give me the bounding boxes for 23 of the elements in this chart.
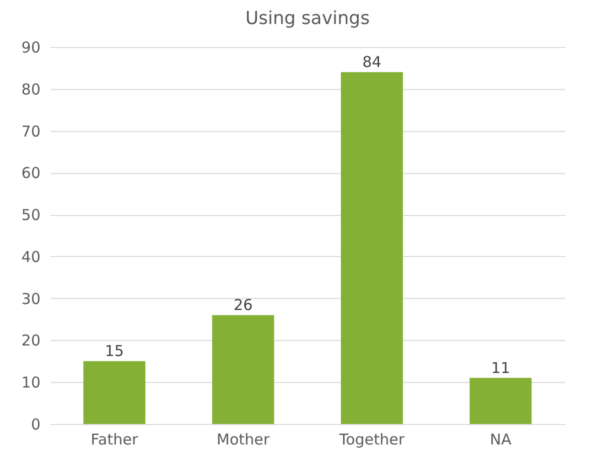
x-tick-label: Mother — [216, 430, 270, 448]
bar — [470, 378, 532, 424]
data-label: 84 — [362, 53, 382, 72]
data-label: 11 — [491, 358, 510, 377]
x-tick-label: Father — [90, 430, 139, 448]
bar — [212, 315, 274, 424]
y-tick-label: 20 — [21, 332, 40, 350]
y-tick-label: 60 — [21, 164, 40, 182]
bar — [83, 361, 146, 424]
data-label: 15 — [104, 342, 124, 360]
y-tick-label: 0 — [30, 416, 40, 434]
y-tick-label: 30 — [21, 290, 40, 308]
x-tick-label: Together — [338, 430, 406, 448]
data-label: 26 — [234, 296, 253, 314]
y-tick-label: 40 — [21, 248, 40, 266]
x-tick-label: NA — [490, 430, 512, 448]
y-tick-label: 70 — [21, 122, 40, 140]
y-tick-label: 10 — [21, 374, 40, 392]
chart-title: Using savings — [245, 8, 370, 29]
y-tick-label: 50 — [21, 206, 40, 224]
y-tick-label: 80 — [21, 80, 40, 98]
bar — [340, 72, 403, 424]
y-tick-label: 90 — [21, 38, 40, 56]
